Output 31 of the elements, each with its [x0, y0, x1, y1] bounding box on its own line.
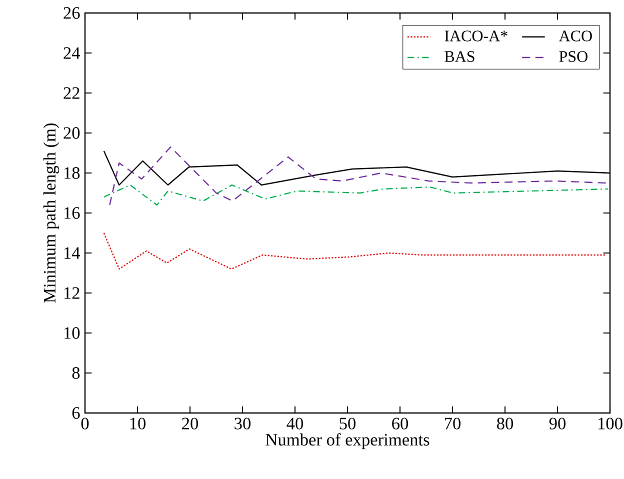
y-axis-title: Minimum path length (m) [43, 123, 60, 303]
legend-label: PSO [559, 51, 588, 62]
x-tick-label: 50 [340, 418, 356, 430]
x-axis-title: Number of experiments [266, 433, 430, 450]
y-tick-label: 10 [64, 327, 80, 339]
legend-label: IACO-A* [444, 30, 508, 42]
x-tick-label: 30 [234, 418, 251, 430]
y-tick-label: 20 [64, 127, 80, 139]
y-tick-label: 24 [64, 47, 80, 59]
line-series [103, 232, 606, 270]
legend-label: ACO [558, 30, 592, 42]
y-tick-label: 22 [64, 87, 80, 99]
y-tick-label: 26 [64, 7, 80, 19]
x-tick-label: 10 [130, 418, 146, 430]
y-tick-label: 14 [64, 247, 80, 259]
y-tick-label: 6 [72, 407, 80, 419]
x-tick-label: 40 [286, 418, 304, 430]
y-tick-label: 18 [64, 167, 80, 179]
line-series [109, 146, 606, 206]
line-series [103, 184, 609, 206]
x-tick-label: 20 [182, 418, 198, 430]
x-tick-label: 90 [549, 418, 566, 430]
x-tick-label: 100 [598, 418, 622, 430]
x-tick-label: 70 [444, 418, 461, 430]
x-tick-label: 0 [81, 418, 89, 430]
y-tick-label: 16 [64, 207, 80, 219]
x-tick-label: 80 [497, 418, 514, 430]
y-tick-label: 8 [72, 367, 80, 379]
x-tick-label: 60 [392, 418, 408, 430]
legend-label: BAS [444, 51, 474, 62]
y-tick-label: 12 [64, 287, 80, 299]
